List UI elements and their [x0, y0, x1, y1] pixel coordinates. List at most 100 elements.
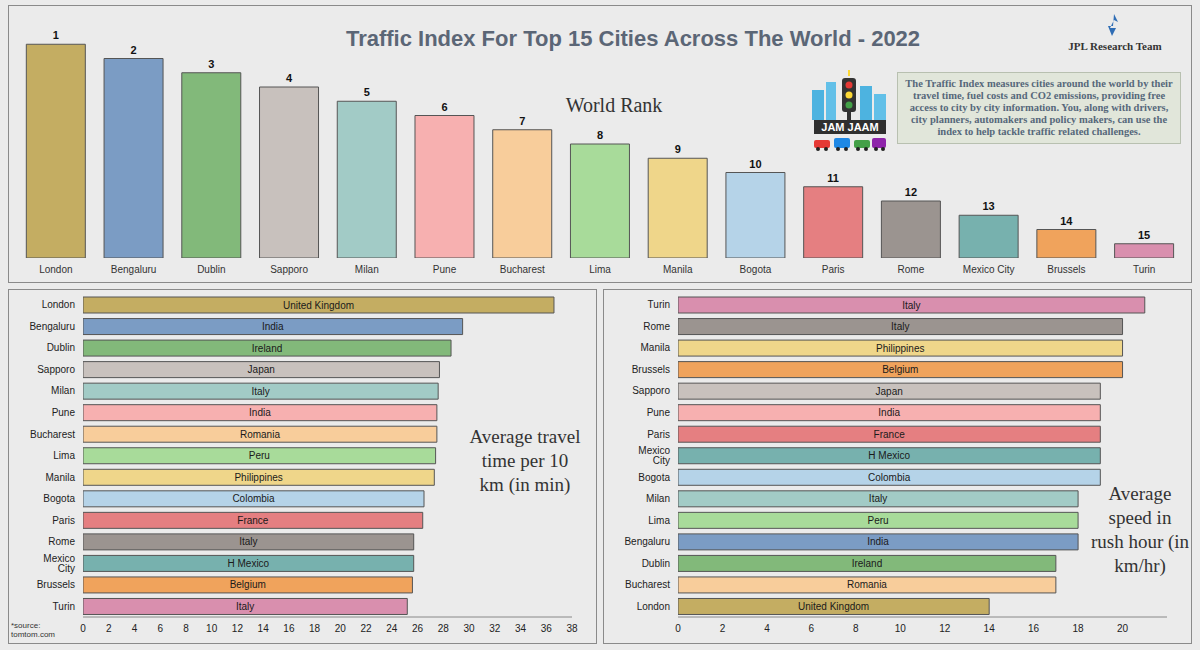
svg-text:Milan: Milan — [355, 264, 379, 275]
svg-text:H Mexico: H Mexico — [868, 450, 910, 461]
svg-text:12: 12 — [232, 623, 244, 634]
svg-text:Mexico City: Mexico City — [963, 264, 1015, 275]
svg-text:Italy: Italy — [891, 321, 909, 332]
svg-text:France: France — [874, 429, 906, 440]
svg-text:8: 8 — [183, 623, 189, 634]
svg-text:Paris: Paris — [822, 264, 845, 275]
svg-text:5: 5 — [364, 86, 370, 98]
svg-text:Pune: Pune — [52, 407, 76, 418]
svg-text:Italy: Italy — [236, 601, 254, 612]
svg-text:8: 8 — [853, 623, 859, 634]
svg-text:Italy: Italy — [239, 536, 257, 547]
svg-text:Milan: Milan — [51, 385, 75, 396]
svg-text:Sapporo: Sapporo — [270, 264, 308, 275]
svg-text:10: 10 — [749, 158, 761, 170]
svg-text:18: 18 — [309, 623, 321, 634]
svg-text:London: London — [42, 299, 75, 310]
svg-text:JAM JAAM: JAM JAAM — [821, 121, 878, 133]
svg-text:26: 26 — [412, 623, 424, 634]
svg-text:34: 34 — [515, 623, 527, 634]
svg-text:Rome: Rome — [48, 536, 75, 547]
svg-text:14: 14 — [1060, 215, 1073, 227]
svg-text:Romania: Romania — [847, 579, 887, 590]
svg-text:0: 0 — [80, 623, 86, 634]
svg-text:Lima: Lima — [648, 515, 670, 526]
svg-text:MexicoCity: MexicoCity — [638, 445, 670, 466]
svg-text:7: 7 — [519, 115, 525, 127]
svg-text:4: 4 — [132, 623, 138, 634]
svg-text:Philippines: Philippines — [876, 343, 924, 354]
svg-text:Pune: Pune — [647, 407, 671, 418]
svg-text:12: 12 — [905, 186, 917, 198]
svg-text:London: London — [39, 264, 72, 275]
svg-text:Bengaluru: Bengaluru — [624, 536, 670, 547]
svg-text:Colombia: Colombia — [868, 472, 911, 483]
svg-text:Rome: Rome — [898, 264, 925, 275]
svg-text:Peru: Peru — [249, 450, 270, 461]
svg-text:Bucharest: Bucharest — [30, 429, 75, 440]
svg-text:10: 10 — [206, 623, 218, 634]
svg-text:22: 22 — [361, 623, 373, 634]
svg-text:Japan: Japan — [248, 364, 275, 375]
svg-text:2: 2 — [130, 44, 136, 56]
svg-text:11: 11 — [827, 172, 839, 184]
svg-text:10: 10 — [895, 623, 907, 634]
svg-text:Italy: Italy — [869, 493, 887, 504]
svg-text:38: 38 — [566, 623, 578, 634]
svg-text:20: 20 — [335, 623, 347, 634]
svg-text:Peru: Peru — [867, 515, 888, 526]
svg-text:6: 6 — [809, 623, 815, 634]
svg-text:Manila: Manila — [641, 342, 671, 353]
svg-text:Lima: Lima — [589, 264, 611, 275]
svg-text:MexicoCity: MexicoCity — [43, 553, 75, 574]
svg-text:United Kingdom: United Kingdom — [283, 300, 354, 311]
svg-text:Italy: Italy — [251, 386, 269, 397]
svg-text:Ireland: Ireland — [252, 343, 283, 354]
svg-text:Dublin: Dublin — [47, 342, 75, 353]
svg-text:Bogota: Bogota — [638, 472, 670, 483]
svg-text:Sapporo: Sapporo — [37, 364, 75, 375]
svg-text:6: 6 — [157, 623, 163, 634]
svg-text:24: 24 — [386, 623, 398, 634]
svg-text:30: 30 — [463, 623, 475, 634]
svg-text:Belgium: Belgium — [230, 579, 266, 590]
svg-text:20: 20 — [1117, 623, 1129, 634]
svg-text:32: 32 — [489, 623, 501, 634]
svg-text:14: 14 — [258, 623, 270, 634]
svg-text:France: France — [237, 515, 269, 526]
svg-text:India: India — [262, 321, 284, 332]
svg-text:H Mexico: H Mexico — [228, 558, 270, 569]
svg-text:Lima: Lima — [53, 450, 75, 461]
svg-text:United Kingdom: United Kingdom — [798, 601, 869, 612]
svg-text:Rome: Rome — [643, 321, 670, 332]
svg-text:India: India — [878, 407, 900, 418]
svg-text:28: 28 — [438, 623, 450, 634]
svg-text:Romania: Romania — [240, 429, 280, 440]
svg-text:Bucharest: Bucharest — [625, 579, 670, 590]
svg-text:3: 3 — [208, 58, 214, 70]
svg-text:Paris: Paris — [647, 429, 670, 440]
svg-text:18: 18 — [1073, 623, 1085, 634]
svg-text:India: India — [867, 536, 889, 547]
svg-text:9: 9 — [675, 143, 681, 155]
svg-text:Manila: Manila — [663, 264, 693, 275]
svg-text:36: 36 — [541, 623, 553, 634]
svg-text:14: 14 — [984, 623, 996, 634]
svg-text:1: 1 — [53, 29, 59, 41]
svg-text:Ireland: Ireland — [852, 558, 883, 569]
svg-text:Turin: Turin — [53, 601, 75, 612]
svg-text:4: 4 — [764, 623, 770, 634]
svg-text:Brussels: Brussels — [632, 364, 670, 375]
svg-text:4: 4 — [286, 72, 293, 84]
svg-text:6: 6 — [441, 101, 447, 113]
svg-text:16: 16 — [1028, 623, 1040, 634]
svg-text:London: London — [637, 601, 670, 612]
svg-text:15: 15 — [1138, 229, 1150, 241]
svg-text:Manila: Manila — [46, 472, 76, 483]
svg-text:2: 2 — [106, 623, 112, 634]
svg-text:Italy: Italy — [902, 300, 920, 311]
svg-text:Colombia: Colombia — [232, 493, 275, 504]
svg-text:8: 8 — [597, 129, 603, 141]
svg-text:Philippines: Philippines — [234, 472, 282, 483]
svg-text:Sapporo: Sapporo — [632, 385, 670, 396]
